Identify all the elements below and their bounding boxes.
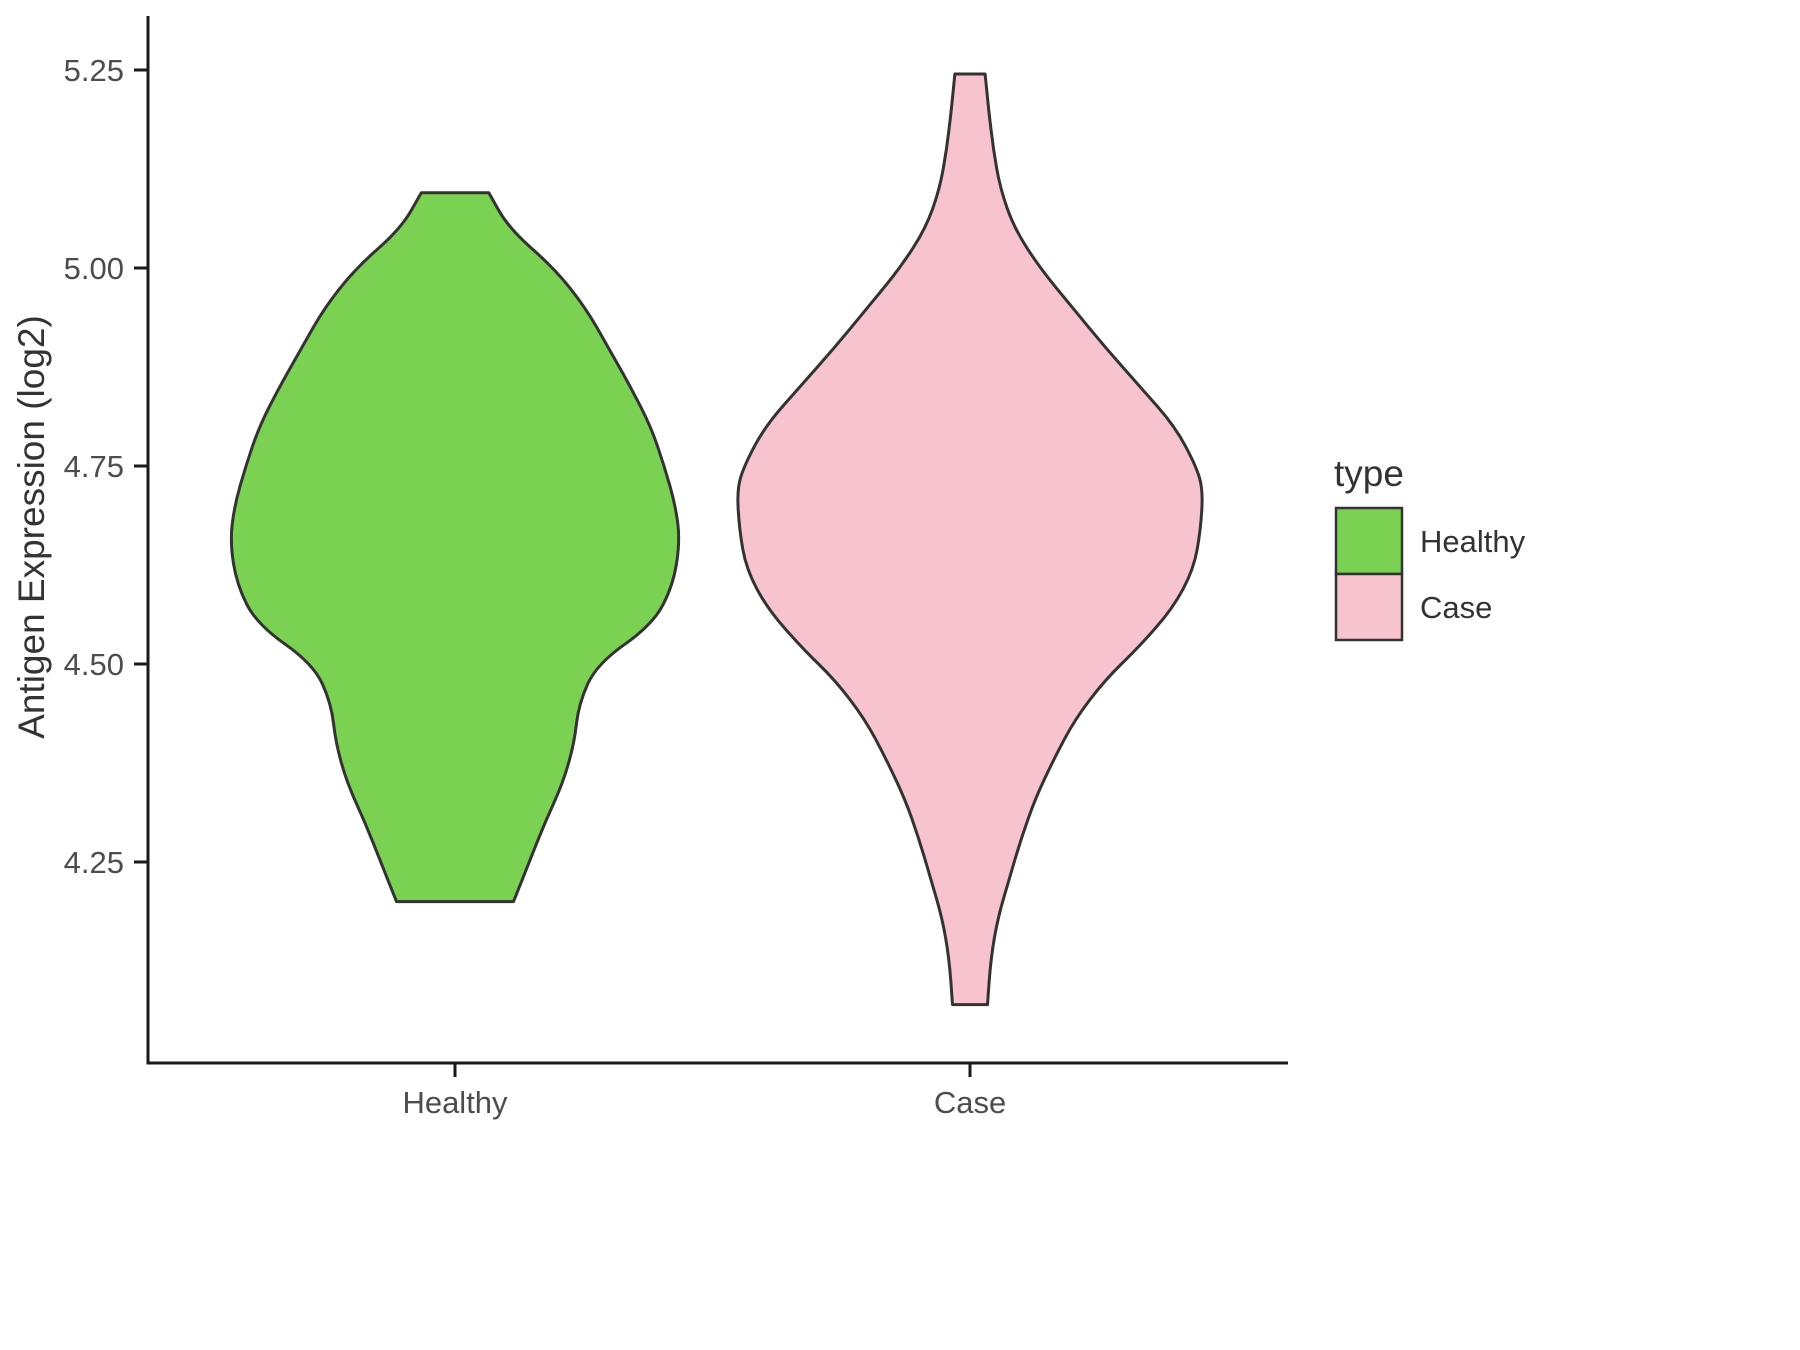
legend-title: type [1334, 453, 1404, 494]
y-axis-title: Antigen Expression (log2) [11, 315, 52, 739]
violin-case [736, 72, 1204, 1007]
y-tick-label: 5.25 [64, 53, 124, 88]
legend-swatch-healthy [1334, 506, 1404, 576]
y-tick-label: 4.75 [64, 449, 124, 484]
legend-label-healthy: Healthy [1420, 524, 1526, 559]
legend-label-case: Case [1420, 590, 1492, 625]
violin-healthy [229, 191, 681, 904]
y-tick-label: 4.50 [64, 647, 124, 682]
legend-swatch-case [1334, 572, 1404, 642]
x-tick-label-healthy: Healthy [402, 1085, 508, 1120]
x-tick-label-case: Case [934, 1085, 1006, 1120]
y-tick-label: 4.25 [64, 845, 124, 880]
y-tick-label: 5.00 [64, 251, 124, 286]
